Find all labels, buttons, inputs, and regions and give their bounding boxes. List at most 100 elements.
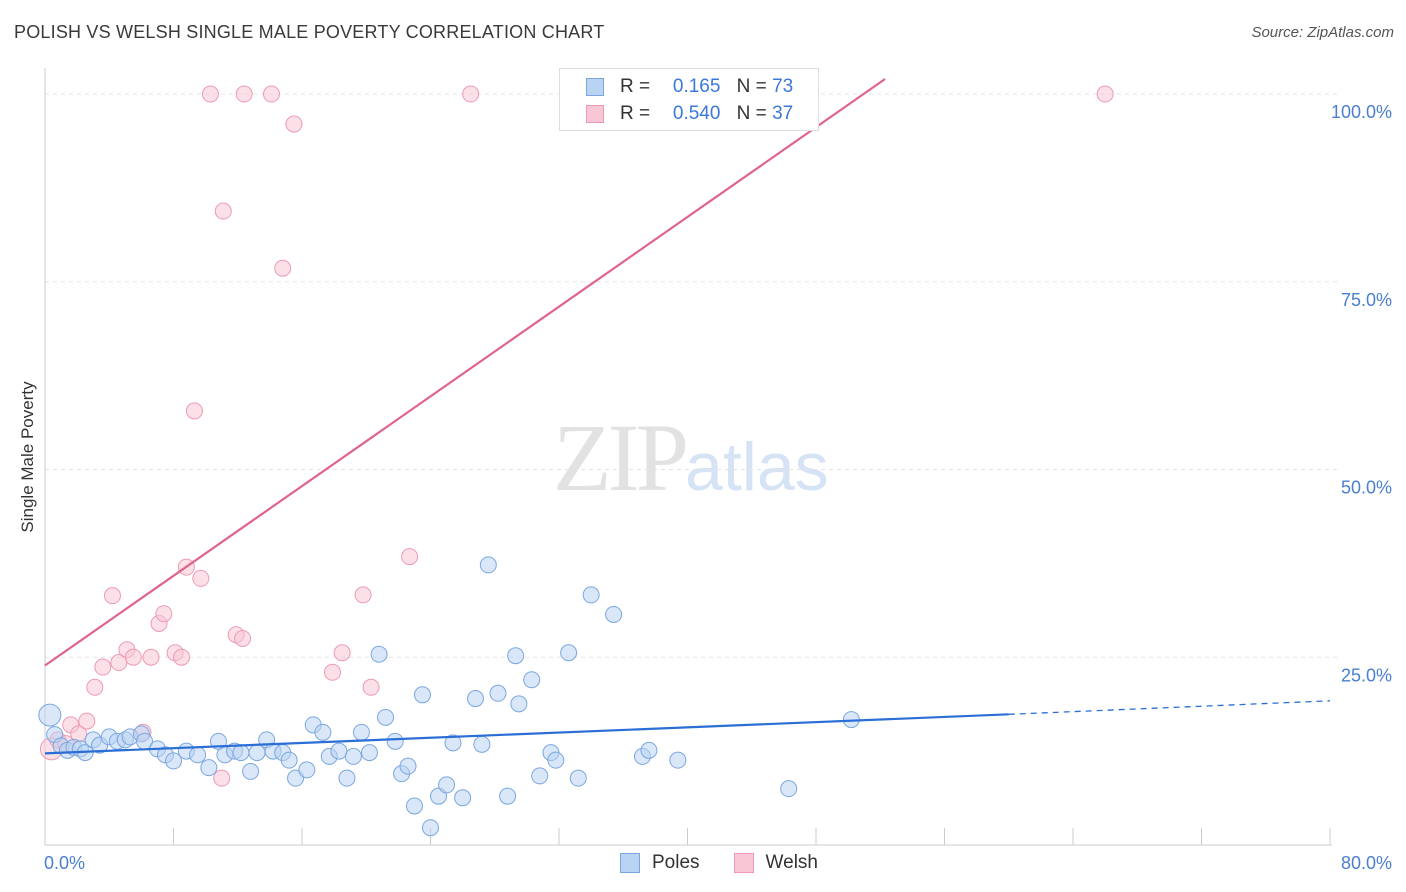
watermark-zip: ZIP (553, 404, 689, 511)
welsh-point (201, 85, 219, 103)
welsh-trend-line (44, 78, 886, 667)
axes (44, 68, 1332, 846)
poles-point (298, 761, 316, 779)
welsh-point (354, 586, 372, 604)
welsh-r-label: R = (620, 103, 651, 124)
poles-point (531, 767, 549, 785)
welsh-point (192, 569, 210, 587)
poles-point (377, 708, 395, 726)
bottom-legend: Poles Welsh (620, 852, 852, 874)
welsh-point (234, 629, 252, 647)
poles-point (510, 695, 528, 713)
welsh-point (362, 678, 380, 696)
poles-point (499, 787, 517, 805)
welsh-legend-swatch (733, 853, 754, 873)
watermark: ZIPatlas (553, 402, 829, 513)
welsh-r-value: 0.540 (672, 103, 721, 124)
poles-trend-line (44, 713, 1009, 755)
y-tick-label: 75.0% (1341, 290, 1392, 310)
welsh-point (124, 648, 142, 666)
welsh-point (285, 115, 303, 133)
poles-point (473, 735, 491, 753)
welsh-point (155, 605, 173, 623)
welsh-swatch (586, 105, 604, 123)
welsh-point (173, 648, 191, 666)
poles-n-value: 73 (772, 76, 794, 97)
welsh-points (39, 85, 1114, 787)
poles-point (605, 605, 623, 623)
poles-point (507, 647, 525, 665)
legend-row-welsh: R = 0.540 N = 37 (586, 103, 793, 125)
welsh-point (213, 769, 231, 787)
poles-point (405, 797, 423, 815)
y-axis-label: Single Male Poverty (18, 381, 37, 533)
welsh-point (94, 658, 112, 676)
poles-swatch (586, 78, 604, 96)
poles-point (399, 757, 417, 775)
welsh-point (214, 202, 232, 220)
welsh-n-label: N = (736, 103, 767, 124)
poles-point (242, 762, 260, 780)
poles-point (338, 769, 356, 787)
poles-point (352, 723, 370, 741)
legend: R = 0.165 N = 73 R = 0.540 N = 37 (559, 68, 819, 131)
poles-legend-swatch (620, 853, 640, 873)
poles-point (200, 759, 218, 777)
y-tick-label: 25.0% (1341, 665, 1392, 685)
poles-point (523, 671, 541, 689)
poles-point (165, 752, 182, 770)
x-tick-label-max: 80.0% (1341, 853, 1392, 873)
poles-point (386, 732, 404, 750)
grid-lines (45, 93, 1340, 658)
poles-point (422, 819, 439, 837)
legend-row-poles: R = 0.165 N = 73 (586, 76, 793, 98)
poles-point (413, 686, 431, 704)
welsh-n-value: 37 (772, 103, 794, 124)
poles-point (489, 684, 507, 702)
y-tick-label: 100.0% (1331, 102, 1392, 122)
tick-labels: 25.0% 50.0% 75.0% 100.0% 0.0% 80.0% (44, 102, 1392, 873)
welsh-point (142, 648, 160, 666)
welsh-point (262, 85, 280, 103)
poles-point (344, 747, 362, 765)
source-credit: Source: ZipAtlas.com (1251, 24, 1394, 41)
y-tick-label: 50.0% (1341, 478, 1392, 498)
poles-point (314, 723, 332, 741)
welsh-point (333, 644, 351, 662)
welsh-point (401, 548, 419, 566)
watermark-atlas: atlas (685, 429, 829, 505)
welsh-legend-label: Welsh (765, 852, 818, 873)
welsh-point (274, 259, 292, 277)
welsh-point (103, 587, 121, 605)
welsh-point (235, 85, 253, 103)
poles-point (780, 780, 798, 798)
poles-points (38, 556, 860, 837)
poles-legend-label: Poles (652, 852, 700, 873)
poles-point (454, 789, 472, 807)
poles-point (560, 644, 578, 662)
bottom-legend-welsh[interactable]: Welsh (733, 852, 818, 874)
poles-point (582, 586, 600, 604)
poles-point (640, 741, 658, 759)
poles-point (189, 746, 207, 764)
poles-point (360, 744, 378, 762)
poles-point (438, 776, 456, 794)
poles-point (466, 690, 484, 708)
poles-n-label: N = (736, 76, 767, 97)
poles-trend-extension (1008, 700, 1331, 715)
welsh-point (78, 712, 96, 730)
poles-point (232, 744, 250, 762)
poles-point (669, 751, 687, 769)
bottom-legend-poles[interactable]: Poles (620, 852, 700, 874)
poles-point (330, 742, 348, 760)
welsh-point (462, 85, 480, 103)
chart-title: POLISH VS WELSH SINGLE MALE POVERTY CORR… (14, 22, 605, 42)
poles-point (547, 751, 565, 769)
welsh-point (324, 663, 342, 681)
poles-point (569, 769, 587, 787)
poles-point (479, 556, 497, 574)
poles-r-label: R = (620, 76, 651, 97)
trend-lines (44, 78, 1331, 755)
poles-point (280, 751, 298, 769)
